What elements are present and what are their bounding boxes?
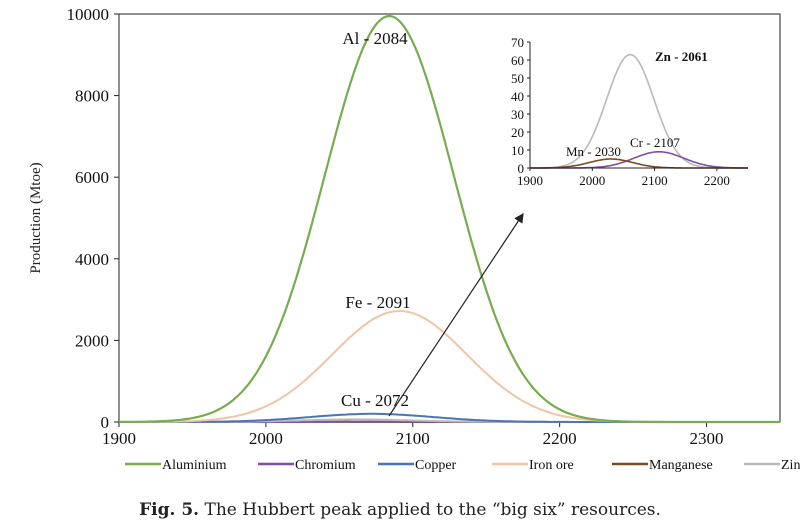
inset-x-tick-label: 2200: [704, 173, 730, 188]
inset-y-tick-label: 20: [511, 125, 524, 140]
legend-label-manganese: Manganese: [649, 458, 713, 473]
y-tick-label: 10000: [67, 5, 110, 24]
x-tick-label: 1900: [102, 429, 136, 448]
legend-label-aluminium: Aluminium: [162, 458, 227, 473]
legend: Aluminium Chromium Copper Iron ore Manganese…: [125, 458, 800, 473]
inset-y-tick-label: 0: [518, 161, 525, 176]
series-line-iron-ore: [119, 310, 780, 423]
annotation-cr: Cr - 2107: [630, 135, 680, 150]
inset-y-tick-label: 10: [511, 143, 524, 158]
x-tick-label: 2100: [396, 429, 430, 448]
zoom-arrow: [388, 213, 524, 417]
legend-label-zinc: Zinc: [781, 458, 800, 473]
inset-y-tick-label: 60: [511, 53, 524, 68]
y-tick-label: 6000: [75, 168, 109, 187]
x-tick-label: 2200: [543, 429, 577, 448]
y-tick-label: 0: [101, 413, 110, 432]
annotation-mn: Mn - 2030: [566, 144, 621, 159]
annotation-al: Al - 2084: [342, 29, 408, 48]
caption-text: The Hubbert peak applied to the “big six…: [204, 500, 661, 520]
inset-y-tick-label: 70: [511, 35, 524, 50]
legend-label-iron-ore: Iron ore: [529, 458, 574, 473]
main-x-ticks: 1900 2000 2100 2200 2300: [102, 422, 724, 448]
annotation-zn: Zn - 2061: [655, 49, 708, 64]
inset-x-tick-label: 1900: [517, 173, 543, 188]
inset-x-tick-label: 2000: [579, 173, 605, 188]
inset-x-ticks: 1900 2000 2100 2200: [517, 168, 730, 188]
inset-x-tick-label: 2100: [642, 173, 668, 188]
series-line-aluminium: [119, 14, 780, 424]
inset-y-tick-label: 50: [511, 71, 524, 86]
inset-y-tick-label: 40: [511, 89, 524, 104]
legend-label-copper: Copper: [415, 458, 457, 473]
legend-label-chromium: Chromium: [295, 458, 356, 473]
inset-background: [519, 41, 750, 169]
main-series-lines: [119, 14, 780, 424]
annotation-fe: Fe - 2091: [345, 293, 410, 312]
x-tick-label: 2000: [249, 429, 283, 448]
inset-y-tick-label: 30: [511, 107, 524, 122]
main-y-ticks: 0 2000 4000 6000 8000 10000: [67, 5, 119, 432]
figure-caption: Fig. 5. The Hubbert peak applied to the …: [0, 500, 800, 520]
caption-label: Fig. 5.: [139, 500, 200, 520]
x-tick-label: 2300: [690, 429, 724, 448]
inset-y-ticks: 0 10 20 30 40 50 60 70: [511, 35, 530, 176]
annotation-cu: Cu - 2072: [341, 391, 409, 410]
y-tick-label: 4000: [75, 250, 109, 269]
y-tick-label: 2000: [75, 331, 109, 350]
y-axis-label: Production (Mtoe): [28, 162, 44, 273]
y-tick-label: 8000: [75, 87, 109, 106]
